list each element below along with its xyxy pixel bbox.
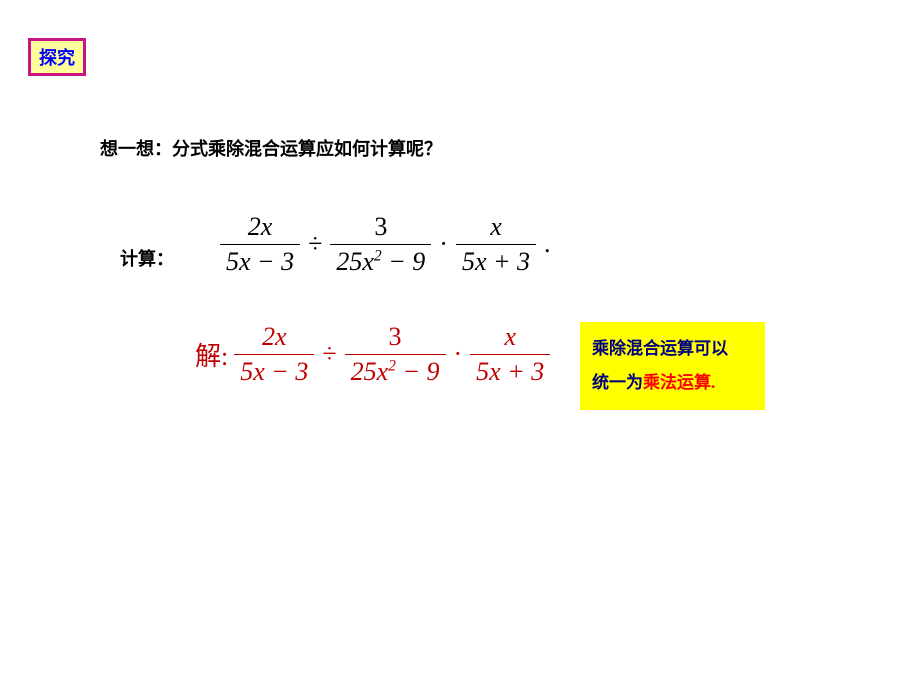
fraction-2: 3 25x2 − 9 [345, 320, 446, 389]
think-prompt: 想一想：分式乘除混合运算应如何计算呢？ [100, 135, 442, 161]
period: . [538, 229, 557, 259]
note-line2a: 统一为 [592, 373, 643, 392]
explore-badge: 探究 [28, 38, 86, 76]
dot-op: · [433, 229, 454, 259]
fraction-3: x 5x + 3 [456, 210, 536, 279]
equation-problem: 2x 5x − 3 ÷ 3 25x2 − 9 · x 5x + 3 . [218, 210, 557, 279]
solution-label: 解: [195, 336, 228, 373]
calc-label: 计算： [120, 245, 174, 271]
equation-solution: 解: 2x 5x − 3 ÷ 3 25x2 − 9 · x 5x + 3 [195, 320, 552, 389]
fraction-3: x 5x + 3 [470, 320, 550, 389]
dot-op: · [448, 339, 469, 369]
note-highlight: 乘法运算. [643, 373, 715, 392]
note-box: 乘除混合运算可以 统一为乘法运算. [580, 322, 765, 410]
fraction-1: 2x 5x − 3 [234, 320, 314, 389]
fraction-1: 2x 5x − 3 [220, 210, 300, 279]
divide-op: ÷ [302, 229, 328, 259]
divide-op: ÷ [316, 339, 342, 369]
note-line1: 乘除混合运算可以 [592, 339, 728, 358]
fraction-2: 3 25x2 − 9 [330, 210, 431, 279]
